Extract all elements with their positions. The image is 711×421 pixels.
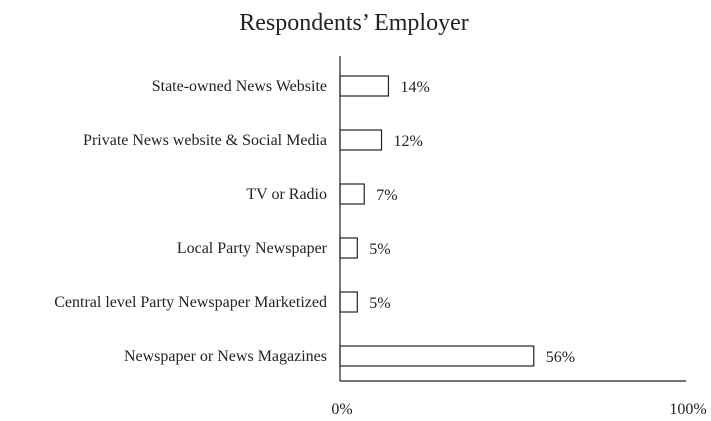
category-label: TV or Radio xyxy=(246,186,327,203)
data-label: 12% xyxy=(394,133,423,150)
category-label: Private News website & Social Media xyxy=(83,132,327,149)
category-label: State-owned News Website xyxy=(152,78,327,95)
bar xyxy=(339,291,358,313)
data-label: 56% xyxy=(546,349,575,366)
chart-title: Respondents’ Employer xyxy=(239,10,469,36)
data-label: 14% xyxy=(400,79,429,96)
data-label: 7% xyxy=(376,187,397,204)
category-label: Central level Party Newspaper Marketized xyxy=(54,294,327,311)
category-label: Local Party Newspaper xyxy=(177,240,328,257)
bar xyxy=(339,183,365,205)
bar xyxy=(339,129,383,151)
labels-layer: State-owned News Website 14% Private News … xyxy=(54,78,575,366)
bars-layer xyxy=(339,75,535,367)
axis-layer: 0% 100% xyxy=(331,56,707,418)
category-label: Newspaper or News Magazines xyxy=(124,348,327,365)
bar xyxy=(339,345,535,367)
bar xyxy=(339,237,358,259)
bar xyxy=(339,75,390,97)
x-tick-label: 0% xyxy=(331,401,352,416)
x-tick-label: 100% xyxy=(669,401,706,416)
data-label: 5% xyxy=(369,295,390,312)
data-label: 5% xyxy=(369,241,390,258)
